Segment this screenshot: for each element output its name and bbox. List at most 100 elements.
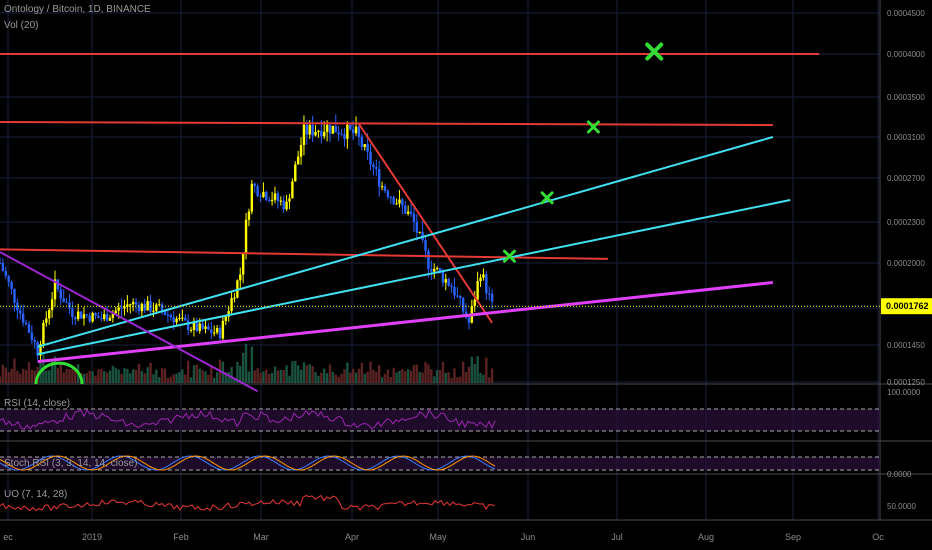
candle-body xyxy=(299,144,303,157)
candle-body xyxy=(218,328,222,339)
volume-bar xyxy=(421,372,424,383)
candle-body xyxy=(441,271,445,283)
candle-body xyxy=(186,320,190,331)
volume-bar xyxy=(314,372,317,383)
uo-line xyxy=(0,494,496,512)
candle-body xyxy=(215,328,219,333)
volume-bar xyxy=(282,369,285,383)
candle-body xyxy=(279,200,282,202)
candle-body xyxy=(282,200,285,210)
candle-body xyxy=(323,131,326,137)
candle-body xyxy=(444,279,447,283)
volume-bar xyxy=(155,369,158,383)
volume-bar xyxy=(389,377,392,383)
volume-bar xyxy=(288,375,291,383)
candle-body xyxy=(201,323,204,329)
candle-body xyxy=(392,197,395,205)
volume-bar xyxy=(172,374,175,383)
candle-body xyxy=(39,343,42,356)
candle-body xyxy=(270,199,274,202)
volume-bar xyxy=(354,372,358,383)
volume-bar xyxy=(94,375,97,383)
volume-bar xyxy=(149,362,152,383)
candle-body xyxy=(134,302,138,305)
candle-body xyxy=(59,289,62,299)
uo-axis-label: 50.0000 xyxy=(887,502,916,511)
candle-body xyxy=(114,310,117,314)
volume-bar xyxy=(369,361,372,383)
candle-body xyxy=(291,181,294,199)
volume-bar xyxy=(302,362,306,383)
candle-body xyxy=(181,317,184,319)
candle-body xyxy=(166,314,170,316)
candle-body xyxy=(488,293,491,295)
volume-bar xyxy=(189,377,193,383)
candle-body xyxy=(21,313,25,323)
volume-bar xyxy=(62,372,65,383)
price-tick-label: 0.0004000 xyxy=(887,50,925,59)
volume-bar xyxy=(456,377,459,383)
volume-bar xyxy=(88,370,91,383)
candle-body xyxy=(33,340,36,343)
candle-body xyxy=(244,219,248,254)
volume-bar xyxy=(412,364,416,383)
candle-body xyxy=(152,310,155,312)
candle-body xyxy=(418,231,421,233)
candle-body xyxy=(97,315,100,319)
candle-body xyxy=(317,130,320,132)
candle-body xyxy=(111,313,115,318)
candle-body xyxy=(117,307,120,311)
volume-bar xyxy=(430,369,433,383)
candle-body xyxy=(213,332,216,334)
volume-bar xyxy=(160,368,164,383)
candle-body xyxy=(103,314,106,319)
volume-bar xyxy=(404,371,407,383)
candle-body xyxy=(88,315,91,322)
volume-bar xyxy=(276,370,280,383)
candle-body xyxy=(241,253,245,275)
candle-body xyxy=(435,267,439,270)
volume-bar xyxy=(201,370,204,383)
candle-body xyxy=(250,183,254,212)
volume-bar xyxy=(357,368,361,383)
volume-bar xyxy=(279,369,282,383)
volume-bar xyxy=(239,365,242,383)
candle-body xyxy=(0,263,2,264)
candle-body xyxy=(438,267,442,272)
volume-bar xyxy=(204,371,207,383)
candle-body xyxy=(337,132,340,135)
candle-body xyxy=(189,329,193,331)
candle-body xyxy=(360,136,364,148)
candle-body xyxy=(482,274,485,278)
candle-body xyxy=(1,263,5,271)
volume-bar xyxy=(120,373,123,383)
candle-body xyxy=(456,295,459,297)
price-tick-label: 0.0003500 xyxy=(887,93,925,102)
price-tick-label: 0.0002700 xyxy=(887,174,925,183)
volume-bar xyxy=(134,369,138,383)
volume-bar xyxy=(56,368,60,383)
volume-bar xyxy=(488,377,491,383)
volume-bar xyxy=(375,371,378,383)
candle-body xyxy=(126,304,129,307)
candle-body xyxy=(433,269,436,272)
candle-body xyxy=(198,323,201,332)
volume-bar xyxy=(129,373,132,383)
candle-body xyxy=(314,131,317,136)
volume-bar xyxy=(207,374,210,383)
volume-bar xyxy=(45,370,48,383)
candle-body xyxy=(7,275,10,282)
candle-body xyxy=(262,191,265,198)
volume-bar xyxy=(441,361,445,383)
stoch-axis-label: 0.0000 xyxy=(887,470,912,479)
volume-bar xyxy=(50,360,54,383)
stoch-rsi-label: Stoch RSI (3, 3, 14, 14, close) xyxy=(4,458,138,469)
volume-bar xyxy=(340,373,343,383)
volume-bar xyxy=(27,362,31,383)
candle-body xyxy=(16,302,19,311)
candle-body xyxy=(42,322,45,344)
candle-body xyxy=(195,322,199,332)
volume-bar xyxy=(19,373,22,383)
volume-bar xyxy=(215,372,219,383)
